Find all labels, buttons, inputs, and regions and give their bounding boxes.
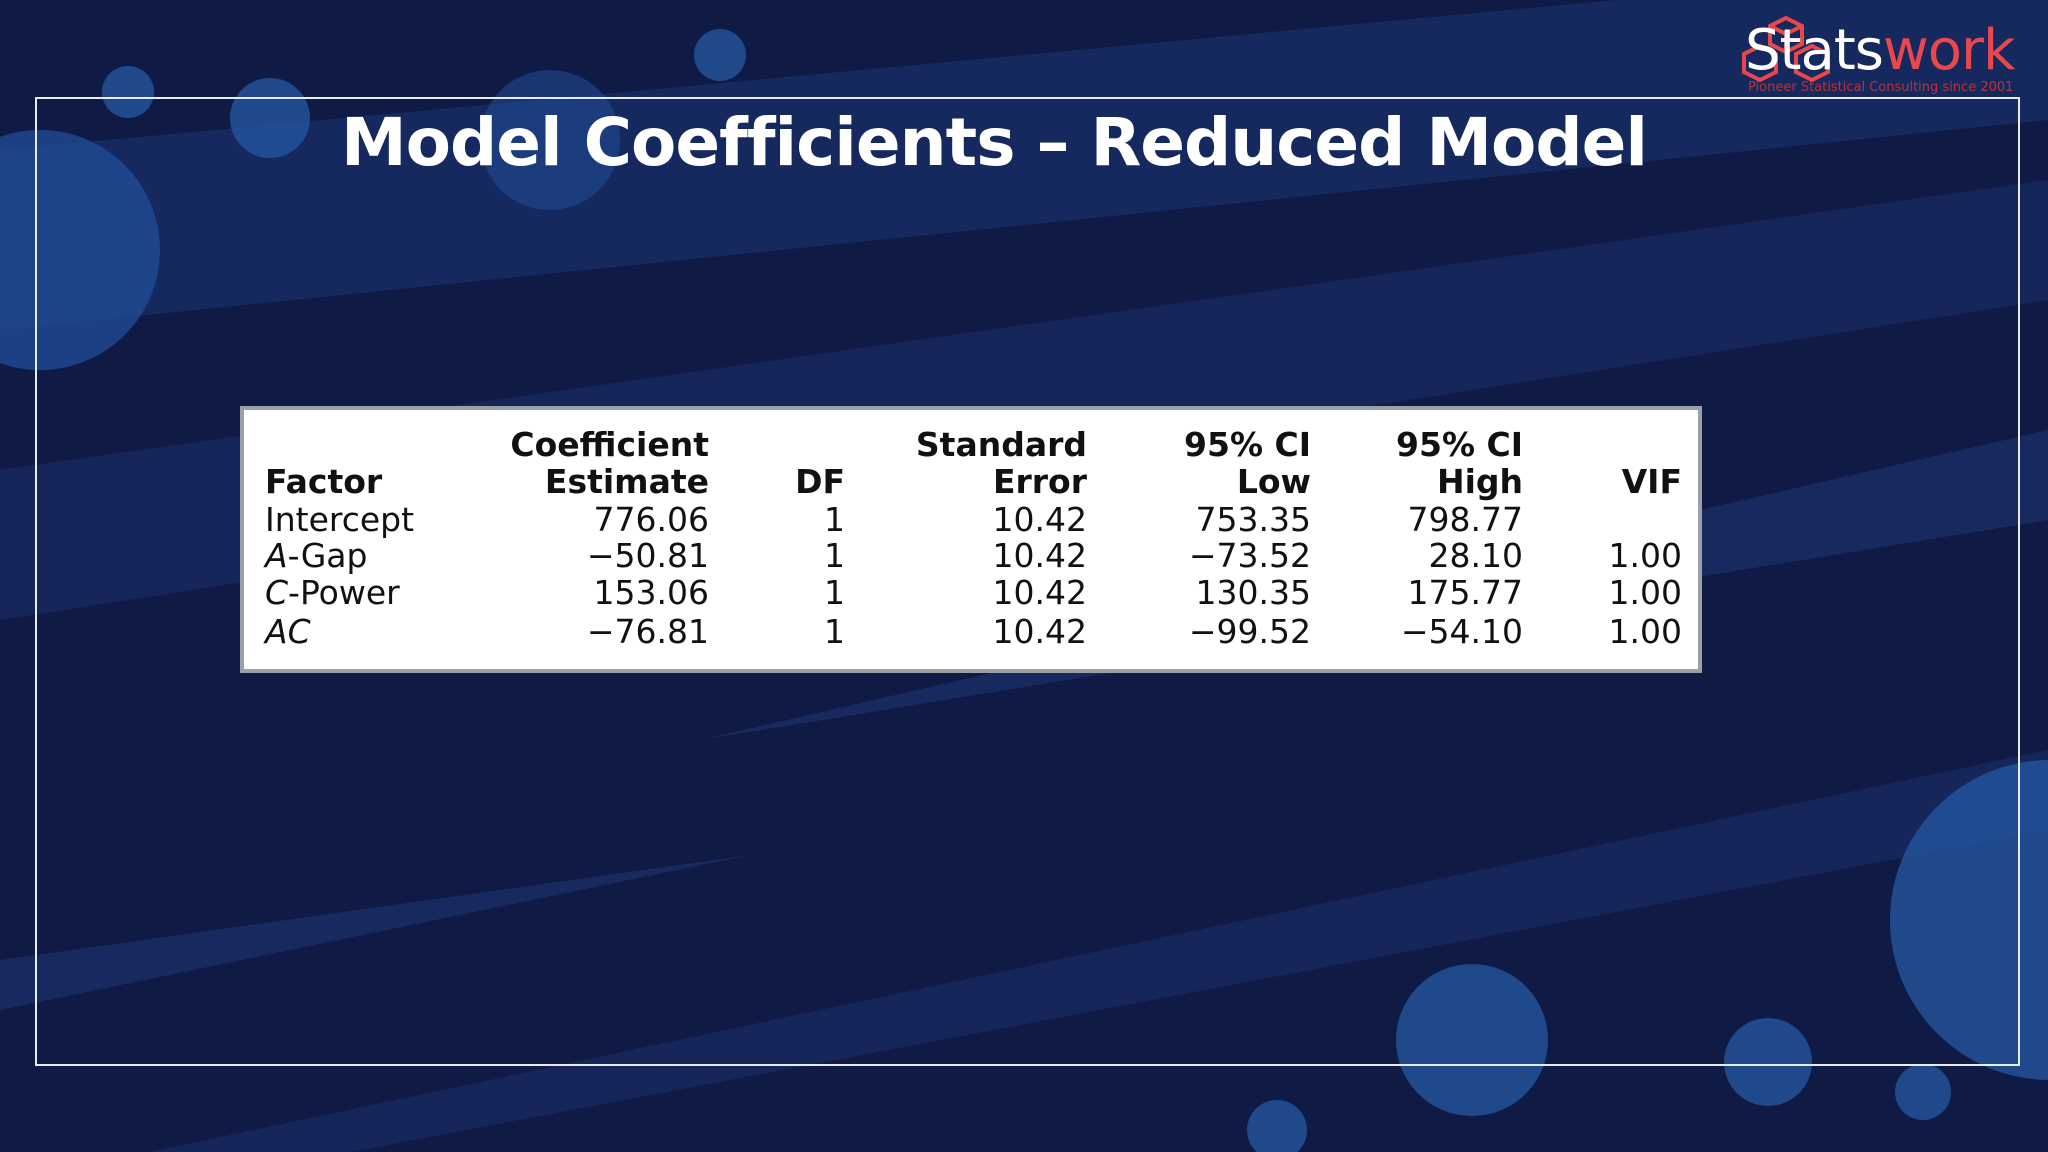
factor-cell: A-Gap [265, 538, 367, 574]
column-header: Factor [265, 462, 383, 501]
table-cell: 10.42 [992, 612, 1087, 651]
column-header: High [1436, 462, 1523, 501]
brand-text: Stats [1745, 18, 1884, 83]
table-cell: 10.42 [992, 573, 1087, 612]
slide-title: Model Coefficients – Reduced Model [340, 104, 1648, 181]
table-cell: 1 [824, 536, 845, 575]
table-cell: 753.35 [1195, 500, 1311, 539]
table-cell: −99.52 [1188, 612, 1311, 651]
table-cell: 1.00 [1608, 536, 1682, 575]
tagline: Pioneer Statistical Consulting since 200… [1748, 80, 2014, 95]
table-cell: −50.81 [586, 536, 709, 575]
table-cell: 1 [824, 612, 845, 651]
slide-frame [35, 97, 2020, 1066]
table-cell: −76.81 [586, 612, 709, 651]
factor-name: -Power [288, 573, 400, 612]
table-cell: −54.10 [1400, 612, 1523, 651]
factor-symbol: A [265, 536, 288, 575]
brand-text: work [1882, 18, 2016, 83]
table-cell: 1 [824, 500, 845, 539]
factor-name: Intercept [265, 500, 415, 539]
column-header: Coefficient [510, 425, 709, 464]
factor-cell: C-Power [265, 575, 400, 611]
factor-symbol: C [265, 573, 289, 612]
column-header: Estimate [544, 462, 709, 501]
table-cell: 130.35 [1195, 573, 1311, 612]
column-header: DF [795, 462, 845, 501]
factor-cell: AC [265, 614, 311, 650]
table-cell: 1 [824, 573, 845, 612]
factor-name: -Gap [287, 536, 368, 575]
brand: Statswork [1745, 18, 2016, 83]
factor-symbol: AC [265, 612, 311, 651]
column-header: 95% CI [1396, 425, 1523, 464]
table-cell: −73.52 [1188, 536, 1311, 575]
table-cell: 28.10 [1428, 536, 1523, 575]
table-cell: 798.77 [1407, 500, 1523, 539]
table-cell: 153.06 [593, 573, 709, 612]
table-cell: 1.00 [1608, 612, 1682, 651]
column-header: Low [1236, 462, 1311, 501]
column-header: 95% CI [1184, 425, 1311, 464]
table-cell: 175.77 [1407, 573, 1523, 612]
table-cell: 10.42 [992, 536, 1087, 575]
logo-icon [1742, 15, 1830, 83]
coefficient-table: Factor Coefficient Estimate DF Standard Error… [240, 406, 1702, 673]
column-header: VIF [1621, 462, 1682, 501]
table-cell: 10.42 [992, 500, 1087, 539]
column-header: Error [992, 462, 1087, 501]
column-header: Standard [915, 425, 1087, 464]
table-cell: 776.06 [593, 500, 709, 539]
table-cell: 1.00 [1608, 573, 1682, 612]
factor-cell: Intercept [265, 502, 414, 538]
